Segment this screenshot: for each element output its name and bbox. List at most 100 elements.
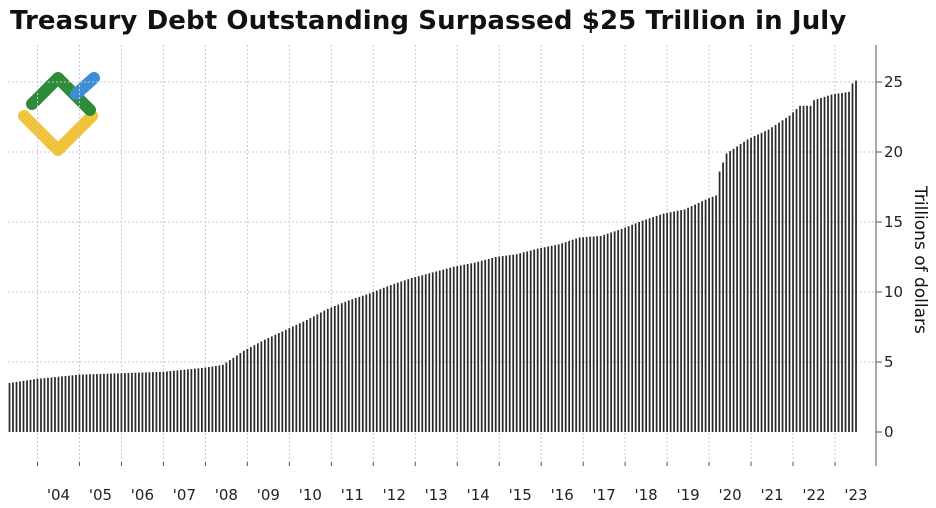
x-tick-label: '16 xyxy=(551,486,574,504)
x-tick-label: '19 xyxy=(676,486,699,504)
bar xyxy=(82,374,84,432)
bar xyxy=(785,117,787,433)
bar xyxy=(834,94,836,432)
bar xyxy=(571,239,574,432)
bar xyxy=(375,290,378,432)
y-tick-label: 15 xyxy=(884,213,903,231)
bar xyxy=(417,276,420,432)
bar xyxy=(201,367,203,432)
bar xyxy=(627,226,630,432)
bar xyxy=(655,215,658,432)
bar xyxy=(284,329,287,432)
bar xyxy=(449,267,452,432)
x-tick-label: '20 xyxy=(718,486,741,504)
x-tick-label: '15 xyxy=(509,486,532,504)
x-tick-label: '21 xyxy=(760,486,783,504)
bar xyxy=(694,204,696,432)
bar xyxy=(124,373,126,432)
bar xyxy=(512,254,515,432)
bar xyxy=(718,171,721,432)
bar xyxy=(71,375,74,432)
bar xyxy=(358,296,361,432)
bar xyxy=(697,202,700,432)
bar xyxy=(194,368,196,432)
bar xyxy=(823,96,826,432)
bar xyxy=(54,377,56,432)
bar xyxy=(22,380,25,432)
bar xyxy=(837,93,840,432)
bar xyxy=(501,256,504,432)
bar xyxy=(316,314,319,432)
x-tick-label: '17 xyxy=(593,486,616,504)
bar xyxy=(715,195,717,432)
bar xyxy=(470,263,473,432)
y-axis-label: Trillions of dollars xyxy=(910,186,930,334)
bar xyxy=(855,80,857,432)
bar xyxy=(253,345,256,432)
bar xyxy=(117,373,119,432)
bar xyxy=(456,266,459,432)
bar xyxy=(218,365,221,432)
bar xyxy=(578,237,581,432)
bar xyxy=(610,232,613,432)
bar xyxy=(78,374,81,432)
bar xyxy=(806,105,808,433)
bar xyxy=(270,336,273,432)
bar xyxy=(204,367,207,432)
bar xyxy=(92,374,95,432)
bar xyxy=(382,287,385,432)
bar xyxy=(309,318,312,432)
bar xyxy=(319,312,322,432)
bar xyxy=(351,299,354,432)
bar xyxy=(131,372,133,432)
y-tick-label: 5 xyxy=(884,353,894,371)
bar xyxy=(463,264,466,432)
bar xyxy=(599,236,602,432)
bar xyxy=(176,370,179,432)
bar xyxy=(589,236,592,432)
bar xyxy=(519,253,522,432)
bar xyxy=(145,372,147,432)
bar xyxy=(148,372,151,432)
bar xyxy=(851,83,854,433)
logo-green-chevron xyxy=(26,72,96,116)
bar xyxy=(305,320,308,432)
bar xyxy=(466,264,469,432)
bar xyxy=(120,373,123,432)
bar xyxy=(792,112,794,432)
bar xyxy=(138,372,140,432)
bar xyxy=(669,212,672,432)
bar xyxy=(403,280,406,432)
bar xyxy=(554,245,557,432)
bar xyxy=(795,109,798,432)
bar xyxy=(75,374,77,432)
bar xyxy=(267,337,270,432)
bar xyxy=(421,275,424,432)
bar xyxy=(690,206,693,432)
bar xyxy=(103,373,105,432)
bar xyxy=(89,374,91,432)
bar xyxy=(68,375,70,432)
bar xyxy=(771,127,773,433)
bar xyxy=(540,247,543,432)
x-tick-label: '10 xyxy=(299,486,322,504)
bar xyxy=(152,372,154,432)
bar xyxy=(739,144,742,432)
bar xyxy=(648,218,651,432)
bar xyxy=(197,368,200,432)
bar xyxy=(508,255,511,432)
bar xyxy=(813,100,815,432)
logo-blue-stroke xyxy=(70,72,100,100)
bar xyxy=(781,120,784,433)
bar xyxy=(592,236,595,432)
bar xyxy=(263,339,266,432)
bar xyxy=(26,380,28,433)
bar xyxy=(127,372,130,432)
bar xyxy=(774,124,777,433)
bar xyxy=(64,376,67,432)
bar xyxy=(736,146,738,432)
bar xyxy=(683,209,686,432)
bar xyxy=(848,91,850,433)
bar xyxy=(274,334,277,432)
